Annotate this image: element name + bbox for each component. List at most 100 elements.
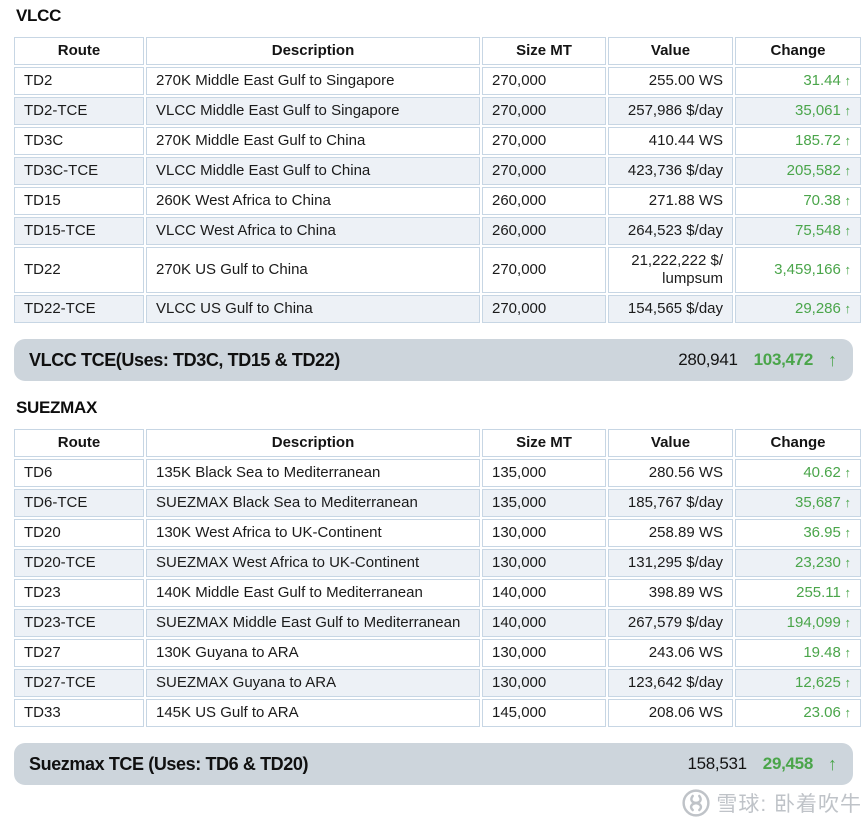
up-arrow-icon: ↑ <box>840 615 851 630</box>
change-cell: 40.62 ↑ <box>735 459 861 487</box>
route-cell: TD2 <box>14 67 144 95</box>
column-header-size: Size MT <box>482 429 606 457</box>
route-cell: TD15-TCE <box>14 217 144 245</box>
value-cell: 257,986 $/day <box>608 97 733 125</box>
summary-value: 158,531 <box>687 754 747 773</box>
change-cell: 23.06 ↑ <box>735 699 861 727</box>
size-cell: 270,000 <box>482 67 606 95</box>
header-row: Route Description Size MT Value Change <box>14 429 861 457</box>
summary-change: 103,472 <box>753 350 814 369</box>
summary-label: VLCC TCE(Uses: TD3C, TD15 & TD22) <box>29 349 340 370</box>
description-cell: 270K Middle East Gulf to China <box>146 127 480 155</box>
size-cell: 135,000 <box>482 489 606 517</box>
summary-change: 29,458 <box>762 754 814 773</box>
up-arrow-icon: ↑ <box>840 555 851 570</box>
route-cell: TD15 <box>14 187 144 215</box>
route-cell: TD22-TCE <box>14 295 144 323</box>
size-cell: 130,000 <box>482 549 606 577</box>
table-row: TD15-TCE VLCC West Africa to China 260,000… <box>14 217 861 245</box>
table-row: TD6-TCE SUEZMAX Black Sea to Mediterranea… <box>14 489 861 517</box>
description-cell: VLCC West Africa to China <box>146 217 480 245</box>
size-cell: 270,000 <box>482 127 606 155</box>
up-arrow-icon: ↑ <box>840 163 851 178</box>
change-cell: 185.72 ↑ <box>735 127 861 155</box>
up-arrow-icon: ↑ <box>840 103 851 118</box>
summary-value: 280,941 <box>678 350 738 369</box>
column-header-value: Value <box>608 429 733 457</box>
value-cell: 398.89 WS <box>608 579 733 607</box>
description-cell: SUEZMAX West Africa to UK-Continent <box>146 549 480 577</box>
up-arrow-icon: ↑ <box>840 675 851 690</box>
change-cell: 19.48 ↑ <box>735 639 861 667</box>
size-cell: 140,000 <box>482 609 606 637</box>
table-row: TD6 135K Black Sea to Mediterranean 135,00… <box>14 459 861 487</box>
table-row: TD3C 270K Middle East Gulf to China 270,00… <box>14 127 861 155</box>
value-cell: 123,642 $/day <box>608 669 733 697</box>
size-cell: 260,000 <box>482 187 606 215</box>
watermark-text: 雪球: 卧着吹牛 <box>716 793 862 816</box>
up-arrow-icon: ↑ <box>840 193 851 208</box>
value-cell: 264,523 $/day <box>608 217 733 245</box>
description-cell: VLCC Middle East Gulf to Singapore <box>146 97 480 125</box>
route-cell: TD3C-TCE <box>14 157 144 185</box>
change-cell: 36.95 ↑ <box>735 519 861 547</box>
up-arrow-icon: ↑ <box>840 301 851 316</box>
size-cell: 270,000 <box>482 97 606 125</box>
description-cell: SUEZMAX Guyana to ARA <box>146 669 480 697</box>
route-cell: TD6 <box>14 459 144 487</box>
change-cell: 12,625 ↑ <box>735 669 861 697</box>
up-arrow-icon: ↑ <box>828 349 837 370</box>
up-arrow-icon: ↑ <box>840 585 851 600</box>
route-cell: TD23-TCE <box>14 609 144 637</box>
value-cell: 280.56 WS <box>608 459 733 487</box>
value-cell: 410.44 WS <box>608 127 733 155</box>
route-cell: TD33 <box>14 699 144 727</box>
size-cell: 130,000 <box>482 639 606 667</box>
summary-label: Suezmax TCE (Uses: TD6 & TD20) <box>29 753 309 774</box>
table-row: TD27-TCE SUEZMAX Guyana to ARA 130,000 123,… <box>14 669 861 697</box>
description-cell: 140K Middle East Gulf to Mediterranean <box>146 579 480 607</box>
change-cell: 70.38 ↑ <box>735 187 861 215</box>
route-cell: TD3C <box>14 127 144 155</box>
route-cell: TD6-TCE <box>14 489 144 517</box>
table-row: TD22-TCE VLCC US Gulf to China 270,000 154,… <box>14 295 861 323</box>
description-cell: 260K West Africa to China <box>146 187 480 215</box>
section-title-suezmax: SUEZMAX <box>16 398 98 417</box>
description-cell: 145K US Gulf to ARA <box>146 699 480 727</box>
table-row: TD20 130K West Africa to UK-Continent 130,… <box>14 519 861 547</box>
table-row: TD3C-TCE VLCC Middle East Gulf to China 27… <box>14 157 861 185</box>
column-header-route: Route <box>14 37 144 65</box>
value-cell: 243.06 WS <box>608 639 733 667</box>
change-cell: 194,099 ↑ <box>735 609 861 637</box>
description-cell: 130K Guyana to ARA <box>146 639 480 667</box>
change-cell: 75,548 ↑ <box>735 217 861 245</box>
size-cell: 140,000 <box>482 579 606 607</box>
up-arrow-icon: ↑ <box>840 465 851 480</box>
up-arrow-icon: ↑ <box>840 525 851 540</box>
description-cell: VLCC Middle East Gulf to China <box>146 157 480 185</box>
value-cell: 21,222,222 $/lumpsum <box>608 247 733 293</box>
change-cell: 255.11 ↑ <box>735 579 861 607</box>
change-cell: 35,061 ↑ <box>735 97 861 125</box>
up-arrow-icon: ↑ <box>840 133 851 148</box>
route-cell: TD23 <box>14 579 144 607</box>
size-cell: 135,000 <box>482 459 606 487</box>
route-cell: TD27 <box>14 639 144 667</box>
column-header-description: Description <box>146 37 480 65</box>
route-cell: TD20-TCE <box>14 549 144 577</box>
value-cell: 258.89 WS <box>608 519 733 547</box>
description-cell: 135K Black Sea to Mediterranean <box>146 459 480 487</box>
suezmax-rates-table: Route Description Size MT Value Change T… <box>12 427 863 729</box>
up-arrow-icon: ↑ <box>840 705 851 720</box>
table-row: TD20-TCE SUEZMAX West Africa to UK-Contin… <box>14 549 861 577</box>
value-cell: 423,736 $/day <box>608 157 733 185</box>
up-arrow-icon: ↑ <box>840 495 851 510</box>
section-title-vlcc: VLCC <box>16 6 62 25</box>
change-cell: 23,230 ↑ <box>735 549 861 577</box>
value-cell: 154,565 $/day <box>608 295 733 323</box>
change-cell: 31.44 ↑ <box>735 67 861 95</box>
description-cell: VLCC US Gulf to China <box>146 295 480 323</box>
suezmax-summary-bar: Suezmax TCE (Uses: TD6 & TD20) 158,531 2… <box>14 743 853 785</box>
description-cell: 130K West Africa to UK-Continent <box>146 519 480 547</box>
